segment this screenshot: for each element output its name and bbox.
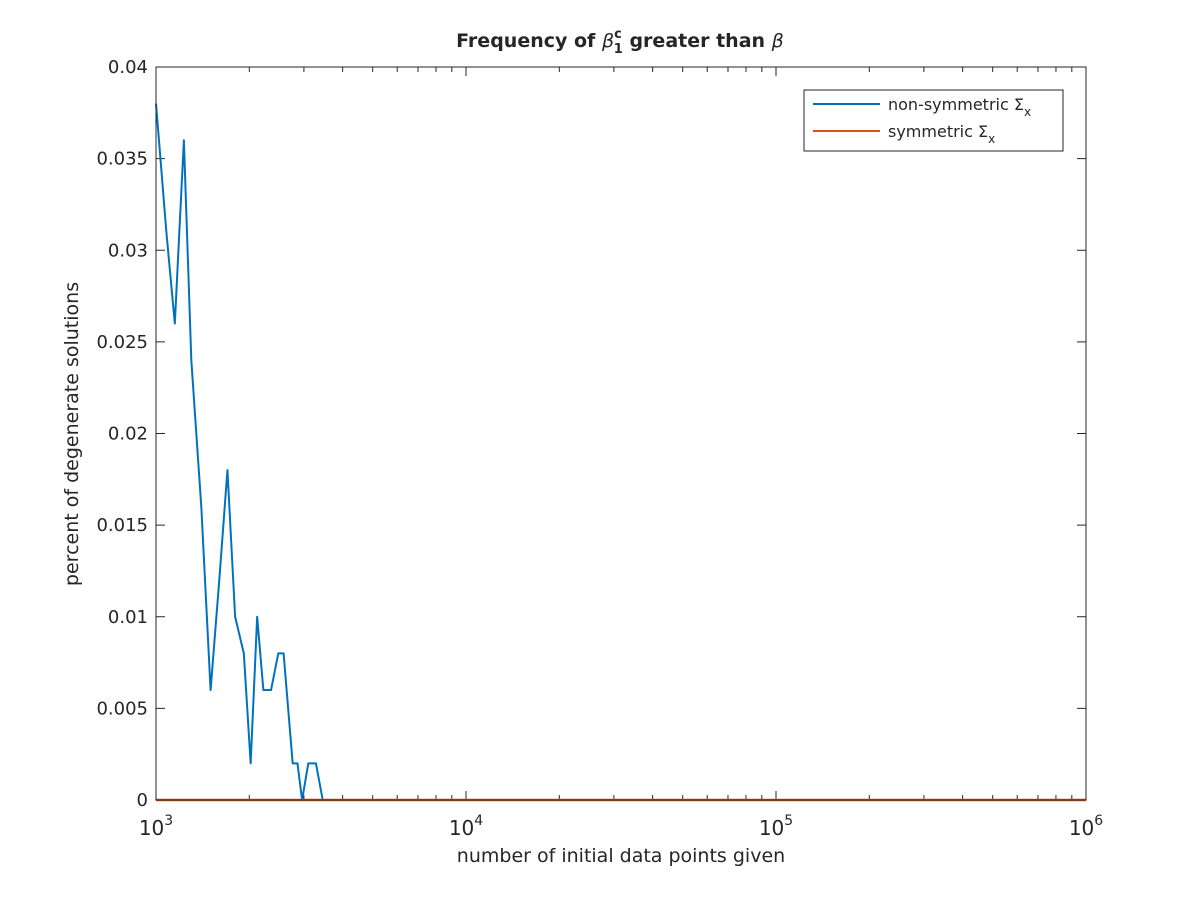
axes-box (155, 66, 1087, 801)
y-tick-label: 0.005 (96, 698, 148, 719)
y-ticks: 0 0.005 0.01 0.015 0.02 0.025 0.03 0.035 0.04 (96, 57, 1086, 811)
plot-area: 103 104 105 106 0 0.005 0.01 0.015 0.02 0.025 0.0… (96, 57, 1103, 840)
legend: non-symmetric Σx symmetric Σx (803, 89, 1064, 152)
chart-title-middle: greater than (623, 30, 772, 52)
x-tick-label: 106 (1069, 813, 1103, 840)
legend-label-non-symmetric: non-symmetric Σx (888, 95, 1031, 119)
x-tick-label: 104 (449, 813, 483, 840)
legend-box (803, 89, 1064, 152)
chart-title-beta-2: β (771, 30, 784, 52)
chart-title-beta: β (601, 30, 614, 52)
legend-label-symmetric-sub: x (988, 132, 995, 146)
legend-label-symmetric-text: symmetric Σ (888, 122, 988, 141)
y-axis-label: percent of degenerate solutions (61, 282, 83, 586)
y-tick-label: 0 (137, 790, 148, 811)
chart-title-subscript: 1 (614, 42, 623, 57)
chart-title-prefix: Frequency of (456, 30, 602, 52)
x-tick-label: 103 (139, 813, 173, 840)
y-tick-label: 0.01 (108, 607, 148, 628)
axes-background (156, 67, 1086, 800)
y-tick-label: 0.04 (108, 57, 148, 78)
y-tick-label: 0.025 (96, 332, 148, 353)
x-axis-label: number of initial data points given (457, 845, 785, 867)
legend-label-symmetric: symmetric Σx (888, 122, 995, 146)
x-ticks: 103 104 105 106 (139, 67, 1103, 840)
chart-title: Frequency of βc 1 greater than β (456, 27, 784, 57)
y-tick-label: 0.02 (108, 424, 148, 445)
x-tick-label: 105 (759, 813, 793, 840)
y-tick-label: 0.015 (96, 515, 148, 536)
legend-label-non-symmetric-sub: x (1024, 105, 1031, 119)
y-tick-label: 0.03 (108, 240, 148, 261)
y-tick-label: 0.035 (96, 149, 148, 170)
chart-title-superscript: c (614, 27, 622, 42)
legend-label-non-symmetric-text: non-symmetric Σ (888, 95, 1024, 114)
